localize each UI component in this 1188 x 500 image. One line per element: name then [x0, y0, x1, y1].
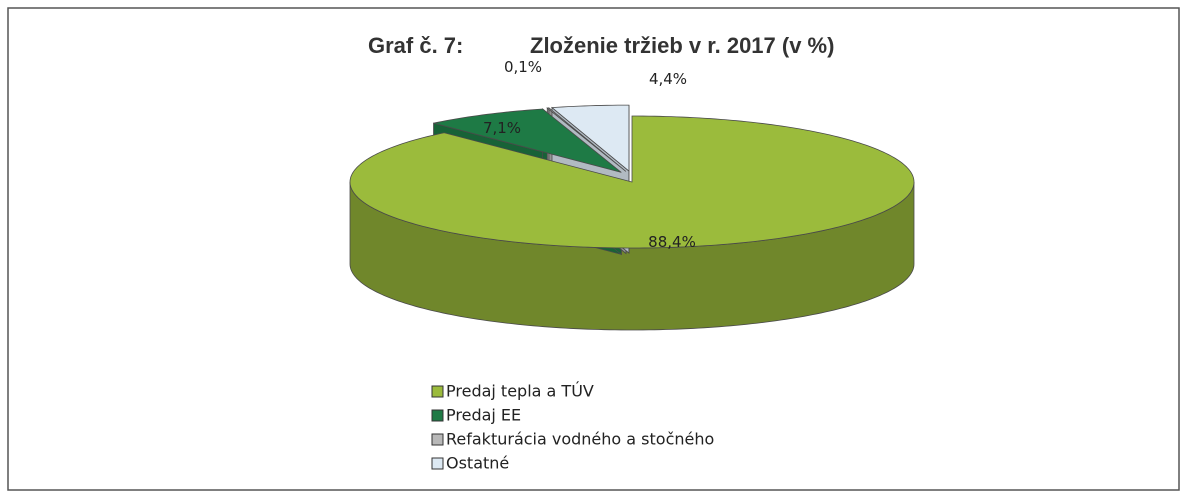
legend-label: Predaj tepla a TÚV: [446, 382, 594, 401]
legend-label: Ostatné: [446, 454, 509, 473]
pie-slice: [550, 104, 630, 172]
data-label: 7,1%: [483, 119, 521, 137]
pie-slice: [546, 107, 627, 172]
chart-title-number: Graf č. 7:: [368, 33, 463, 58]
legend-swatch: [431, 409, 444, 422]
legend-label: Predaj EE: [446, 406, 521, 425]
legend-swatch: [431, 433, 444, 446]
pie-slice: [433, 108, 622, 173]
data-label: 4,4%: [649, 70, 687, 88]
data-label: 88,4%: [648, 233, 696, 251]
chart-title: Zloženie tržieb v r. 2017 (v %): [530, 33, 834, 58]
legend-swatch: [431, 457, 444, 470]
pie-slice: [349, 115, 915, 249]
legend-label: Refakturácia vodného a stočného: [446, 430, 714, 449]
legend-swatch: [431, 385, 444, 398]
data-label: 0,1%: [504, 58, 542, 76]
